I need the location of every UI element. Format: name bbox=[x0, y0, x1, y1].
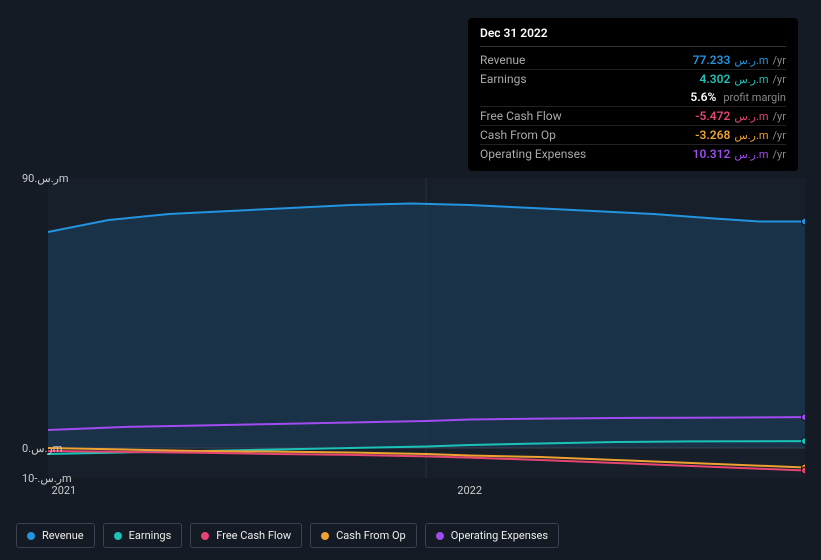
tooltip-row-value: -3.268 bbox=[695, 128, 730, 142]
tooltip-row-suffix: /yr bbox=[773, 129, 786, 142]
tooltip-row-label: Free Cash Flow bbox=[480, 109, 562, 123]
revenue-area bbox=[48, 204, 805, 449]
y-tick-label: ر.س.0m bbox=[22, 442, 62, 455]
tooltip-row: Free Cash Flow -5.472ر.س.m /yr bbox=[480, 107, 786, 126]
tooltip-row-suffix: /yr bbox=[773, 54, 786, 67]
tooltip-panel: Dec 31 2022 Revenue 77.233ر.س.m /yr Earn… bbox=[468, 18, 798, 171]
x-tick-label: 2021 bbox=[52, 484, 77, 497]
legend-item-cash from op[interactable]: Cash From Op bbox=[310, 523, 417, 548]
tooltip-row: Earnings 4.302ر.س.m /yr bbox=[480, 70, 786, 88]
legend-label: Revenue bbox=[42, 529, 84, 542]
tooltip-row-value: 4.302 bbox=[699, 72, 730, 86]
tooltip-row-label: Operating Expenses bbox=[480, 147, 586, 161]
legend-label: Operating Expenses bbox=[451, 529, 548, 542]
series-dot bbox=[802, 414, 806, 421]
legend-dot bbox=[436, 532, 444, 540]
legend-label: Earnings bbox=[129, 529, 172, 542]
tooltip-profit-margin: 5.6% profit margin bbox=[480, 88, 786, 107]
tooltip-row-suffix: /yr bbox=[773, 73, 786, 86]
chart-container: ر.س.90mر.س.0mر.س.-10m20212022 bbox=[16, 160, 805, 500]
tooltip-row-label: Earnings bbox=[480, 72, 527, 86]
legend-dot bbox=[27, 532, 35, 540]
tooltip-row-value: 10.312 bbox=[693, 147, 731, 161]
tooltip-row-value: 77.233 bbox=[693, 53, 731, 67]
tooltip-date: Dec 31 2022 bbox=[480, 26, 786, 47]
legend-label: Cash From Op bbox=[336, 529, 406, 542]
tooltip-rows-bottom: Free Cash Flow -5.472ر.س.m /yr Cash From… bbox=[480, 107, 786, 163]
legend-item-free cash flow[interactable]: Free Cash Flow bbox=[190, 523, 302, 548]
chart-svg[interactable]: ر.س.90mر.س.0mر.س.-10m20212022 bbox=[16, 160, 805, 500]
legend-item-earnings[interactable]: Earnings bbox=[103, 523, 183, 548]
tooltip-row-label: Revenue bbox=[480, 53, 525, 67]
tooltip-rows-top: Revenue 77.233ر.س.m /yr Earnings 4.302ر.… bbox=[480, 51, 786, 88]
legend-item-operating expenses[interactable]: Operating Expenses bbox=[425, 523, 559, 548]
tooltip-row-value: -5.472 bbox=[695, 109, 730, 123]
legend-dot bbox=[201, 532, 209, 540]
legend: Revenue Earnings Free Cash Flow Cash Fro… bbox=[16, 523, 559, 548]
tooltip-row: Revenue 77.233ر.س.m /yr bbox=[480, 51, 786, 70]
legend-item-revenue[interactable]: Revenue bbox=[16, 523, 95, 548]
series-dot bbox=[802, 218, 806, 225]
legend-dot bbox=[321, 532, 329, 540]
series-dot bbox=[802, 467, 806, 474]
y-tick-label: ر.س.90m bbox=[22, 172, 69, 185]
legend-dot bbox=[114, 532, 122, 540]
legend-label: Free Cash Flow bbox=[216, 529, 291, 542]
tooltip-row: Cash From Op -3.268ر.س.m /yr bbox=[480, 126, 786, 145]
series-dot bbox=[802, 438, 806, 445]
tooltip-row-label: Cash From Op bbox=[480, 128, 556, 142]
x-tick-label: 2022 bbox=[457, 484, 482, 497]
tooltip-row-suffix: /yr bbox=[773, 110, 786, 123]
